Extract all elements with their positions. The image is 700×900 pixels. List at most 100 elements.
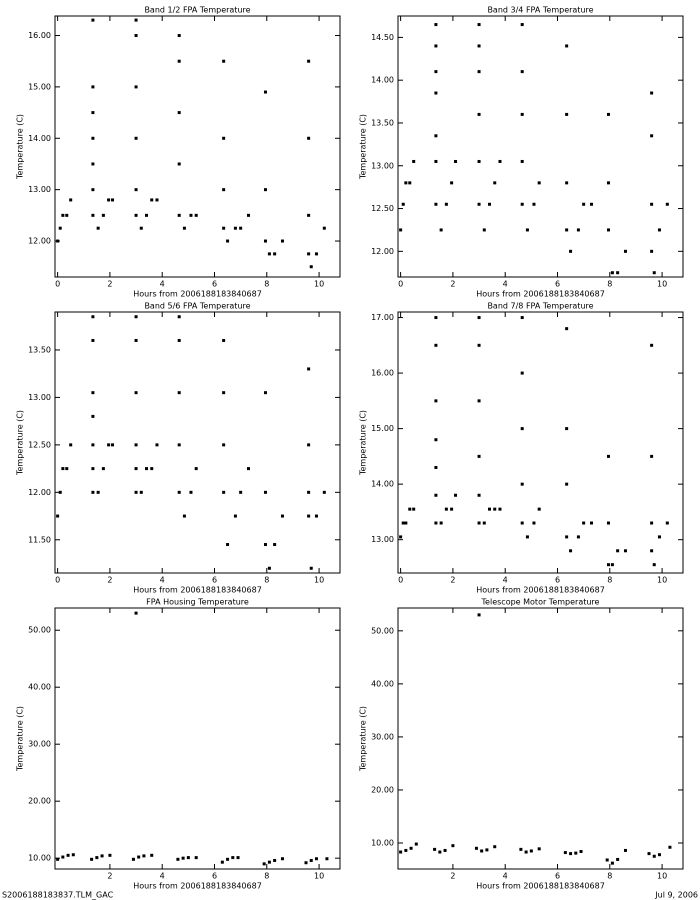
data-point	[304, 861, 308, 865]
data-point	[91, 467, 95, 471]
data-point	[155, 198, 159, 202]
data-point	[477, 521, 481, 525]
data-point	[263, 391, 267, 395]
data-point	[91, 188, 95, 192]
data-point	[111, 198, 115, 202]
x-tick-label: 2	[107, 872, 112, 881]
data-point	[65, 213, 69, 217]
data-point	[444, 507, 448, 511]
data-point	[434, 465, 438, 469]
data-point	[307, 490, 311, 494]
data-point	[569, 852, 573, 856]
x-tick-label: 10	[314, 576, 324, 585]
plot-frame	[54, 607, 341, 870]
data-point	[107, 443, 111, 447]
data-point	[477, 70, 481, 74]
x-tick-label: 8	[264, 280, 269, 289]
data-point	[439, 228, 443, 232]
x-tick-label: 6	[555, 872, 560, 881]
data-point	[314, 857, 318, 861]
x-tick-label: 8	[607, 576, 612, 585]
data-point	[309, 858, 313, 862]
data-point	[325, 857, 329, 861]
data-point	[565, 112, 569, 116]
data-point	[657, 535, 661, 539]
data-point	[650, 454, 654, 458]
x-tick-label: 6	[212, 872, 217, 881]
y-axis-label: Temperature (C)	[16, 706, 25, 772]
data-point	[444, 202, 448, 206]
data-point	[606, 563, 610, 567]
x-tick-label: 8	[264, 872, 269, 881]
data-point	[108, 853, 112, 857]
x-tick-label: 6	[555, 576, 560, 585]
data-point	[90, 857, 94, 861]
data-point	[91, 443, 95, 447]
data-point	[537, 847, 541, 851]
data-point	[493, 845, 497, 849]
data-point	[226, 857, 230, 861]
data-point	[177, 213, 181, 217]
y-tick-label: 13.50	[28, 345, 51, 354]
data-point	[434, 23, 438, 27]
chart-title: Telescope Motor Temperature	[481, 598, 600, 607]
data-point	[307, 514, 311, 518]
data-point	[606, 454, 610, 458]
data-point	[477, 399, 481, 403]
data-point	[134, 18, 138, 22]
data-point	[610, 861, 614, 865]
data-point	[222, 136, 226, 140]
y-tick-label: 13.00	[28, 393, 51, 402]
data-point	[623, 549, 627, 553]
data-point	[101, 213, 105, 217]
data-point	[650, 549, 654, 553]
y-tick-label: 16.00	[371, 369, 394, 378]
data-point	[488, 202, 492, 206]
chart-title: Band 1/2 FPA Temperature	[144, 6, 250, 15]
chart-title: Band 3/4 FPA Temperature	[487, 6, 593, 15]
data-point	[477, 159, 481, 163]
x-tick-label: 4	[160, 872, 165, 881]
chart-title: Band 5/6 FPA Temperature	[144, 302, 250, 311]
data-point	[565, 181, 569, 185]
x-tick-label: 0	[398, 576, 403, 585]
data-point	[91, 315, 95, 319]
data-point	[482, 228, 486, 232]
data-point	[412, 507, 416, 511]
x-tick-label: 4	[503, 576, 508, 585]
data-point	[565, 535, 569, 539]
data-point	[65, 467, 69, 471]
data-point	[525, 535, 529, 539]
data-point	[189, 490, 193, 494]
x-tick-label: 0	[55, 576, 60, 585]
data-point	[177, 338, 181, 342]
y-tick-label: 12.50	[28, 440, 51, 449]
data-point	[657, 853, 661, 857]
data-point	[61, 467, 65, 471]
data-point	[139, 226, 143, 230]
data-point	[91, 111, 95, 115]
data-point	[273, 858, 277, 862]
y-tick-label: 10.00	[28, 854, 51, 863]
data-point	[177, 162, 181, 166]
data-point	[309, 566, 313, 570]
data-point	[134, 136, 138, 140]
data-point	[263, 188, 267, 192]
data-point	[145, 467, 149, 471]
plot-frame	[397, 15, 684, 278]
data-point	[91, 213, 95, 217]
data-point	[142, 854, 146, 858]
data-point	[606, 228, 610, 232]
data-point	[565, 427, 569, 431]
data-point	[477, 44, 481, 48]
data-point	[399, 535, 403, 539]
data-point	[520, 23, 524, 27]
data-point	[226, 239, 230, 243]
data-point	[239, 226, 243, 230]
data-point	[408, 507, 412, 511]
data-point	[69, 198, 73, 202]
y-tick-label: 13.50	[371, 118, 394, 127]
data-point	[194, 467, 198, 471]
data-point	[194, 213, 198, 217]
data-point	[139, 490, 143, 494]
